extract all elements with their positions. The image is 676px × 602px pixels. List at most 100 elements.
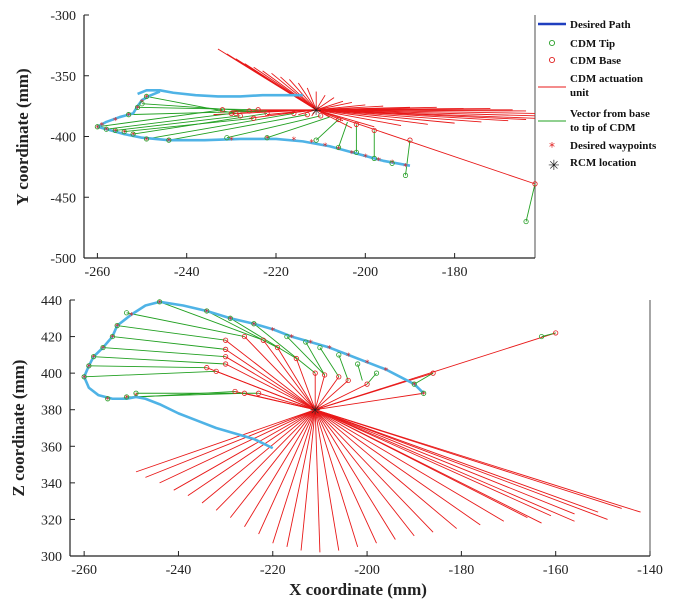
cdm-base-marker bbox=[336, 374, 342, 380]
waypoint-marker: * bbox=[229, 136, 234, 146]
top-plot-area: * * * * * * * * * * * * * * * * * ** * *** *✳ bbox=[94, 48, 538, 225]
actuation-line bbox=[244, 392, 316, 411]
cdm-base-marker bbox=[407, 137, 413, 143]
actuation-line bbox=[314, 409, 340, 551]
actuation-line bbox=[316, 109, 482, 123]
cdm-tip-marker bbox=[100, 344, 106, 351]
cdm-base-marker bbox=[318, 113, 324, 119]
x-tick-label: -180 bbox=[449, 563, 475, 578]
legend-vector-line2: to tip of CDM bbox=[570, 122, 636, 134]
cdm-base-marker bbox=[213, 368, 219, 374]
base-tip-vector bbox=[414, 372, 434, 385]
actuation-line bbox=[289, 79, 317, 111]
cdm-base-marker bbox=[255, 107, 261, 113]
cdm-tip-marker bbox=[303, 339, 309, 345]
base-tip-vector bbox=[137, 106, 259, 111]
actuation-line bbox=[316, 109, 428, 125]
cdm-tip-marker bbox=[538, 333, 545, 340]
cdm-tip-marker bbox=[264, 135, 270, 141]
legend-cdm-tip: CDM Tip bbox=[570, 38, 615, 50]
cdm-tip-marker bbox=[81, 374, 87, 380]
cdm-base-marker bbox=[237, 113, 243, 119]
waypoint-marker: * bbox=[390, 159, 395, 169]
black-asterisk-icon: ✳ bbox=[548, 158, 560, 174]
cdm-tip-marker bbox=[251, 321, 257, 327]
cdm-tip-marker bbox=[123, 394, 130, 400]
cdm-tip-marker bbox=[373, 370, 380, 376]
legend-vector-line1: Vector from base bbox=[570, 108, 650, 120]
cdm-base-marker bbox=[532, 181, 538, 187]
base-tip-vector bbox=[338, 354, 349, 381]
cdm-tip-marker bbox=[355, 361, 361, 367]
desired-path-top bbox=[137, 89, 303, 98]
actuation-line bbox=[314, 374, 326, 410]
cdm-base-marker bbox=[553, 330, 559, 336]
base-tip-vector bbox=[106, 112, 232, 130]
actuation-line bbox=[277, 347, 316, 410]
x-tick-label: -180 bbox=[442, 265, 468, 280]
legend-desired-path: Desired Path bbox=[570, 19, 631, 31]
cdm-tip-marker bbox=[139, 101, 145, 107]
y-tick-label: 440 bbox=[41, 294, 62, 309]
actuation-line bbox=[187, 409, 316, 497]
actuation-line bbox=[314, 409, 396, 540]
waypoint-marker: * bbox=[327, 345, 332, 355]
cdm-tip-marker bbox=[114, 322, 120, 329]
cdm-tip-marker bbox=[313, 137, 319, 143]
legend-vector: Vector from base to tip of CDM bbox=[570, 108, 653, 134]
y-tick-label: 340 bbox=[41, 477, 62, 492]
waypoint-marker: * bbox=[365, 359, 370, 369]
actuation-line bbox=[314, 409, 434, 533]
cdm-tip-marker bbox=[224, 135, 230, 141]
cdm-base-marker bbox=[291, 110, 297, 117]
legend-rcm: RCM location bbox=[570, 157, 636, 169]
actuation-line bbox=[216, 370, 316, 411]
actuation-line bbox=[315, 409, 608, 520]
top-y-axis-label: Y coordinate (mm) bbox=[13, 68, 32, 205]
x-tick-label: -160 bbox=[543, 563, 569, 578]
base-tip-vector bbox=[117, 325, 226, 341]
cdm-tip-marker bbox=[134, 104, 141, 110]
cdm-base-marker bbox=[364, 381, 370, 387]
x-tick-label: -220 bbox=[260, 563, 286, 578]
cdm-tip-marker bbox=[336, 352, 342, 358]
cdm-tip-marker bbox=[90, 354, 97, 360]
actuation-line bbox=[316, 109, 509, 122]
actuation-line bbox=[280, 76, 317, 111]
bottom-ticks: -260 -240 -220 -200 -180 -160 -140 300 320 340 360… bbox=[41, 294, 663, 578]
cdm-base-marker bbox=[246, 108, 252, 114]
actuation-line bbox=[316, 100, 344, 111]
actuation-line bbox=[286, 409, 316, 547]
bottom-panel: ********************* * *✳ -260 -240 -220 -20… bbox=[9, 294, 663, 599]
x-tick-label: -140 bbox=[637, 563, 663, 578]
actuation-line bbox=[271, 72, 317, 111]
x-tick-label: -240 bbox=[174, 265, 200, 280]
waypoint-marker: * bbox=[129, 312, 134, 322]
cdm-base-marker bbox=[223, 354, 229, 360]
base-tip-vector bbox=[525, 183, 536, 222]
bottom-plot-area: ********************* * *✳ bbox=[81, 299, 641, 553]
cdm-base-marker bbox=[335, 116, 342, 123]
actuation-line bbox=[315, 392, 424, 411]
cdm-base-marker bbox=[233, 110, 239, 117]
actuation-line bbox=[315, 332, 556, 411]
cdm-base-marker bbox=[223, 337, 229, 343]
actuation-line bbox=[297, 82, 317, 111]
cdm-base-marker bbox=[219, 107, 226, 113]
actuation-line bbox=[295, 358, 316, 410]
x-tick-label: -260 bbox=[85, 265, 111, 280]
y-tick-label: -300 bbox=[50, 9, 76, 24]
actuation-line bbox=[135, 409, 316, 473]
cdm-tip-marker bbox=[317, 344, 323, 351]
cdm-base-marker bbox=[293, 355, 299, 362]
base-tip-vector bbox=[266, 116, 330, 139]
y-tick-label: -450 bbox=[50, 191, 76, 206]
rcm-marker: ✳ bbox=[310, 404, 321, 419]
cdm-tip-marker bbox=[94, 124, 100, 130]
bottom-x-axis-label: X coordinate (mm) bbox=[289, 580, 427, 599]
actuation-line bbox=[258, 409, 316, 535]
actuation-line bbox=[314, 409, 377, 544]
base-tip-vector bbox=[146, 112, 294, 140]
cdm-tip-marker bbox=[371, 155, 377, 161]
